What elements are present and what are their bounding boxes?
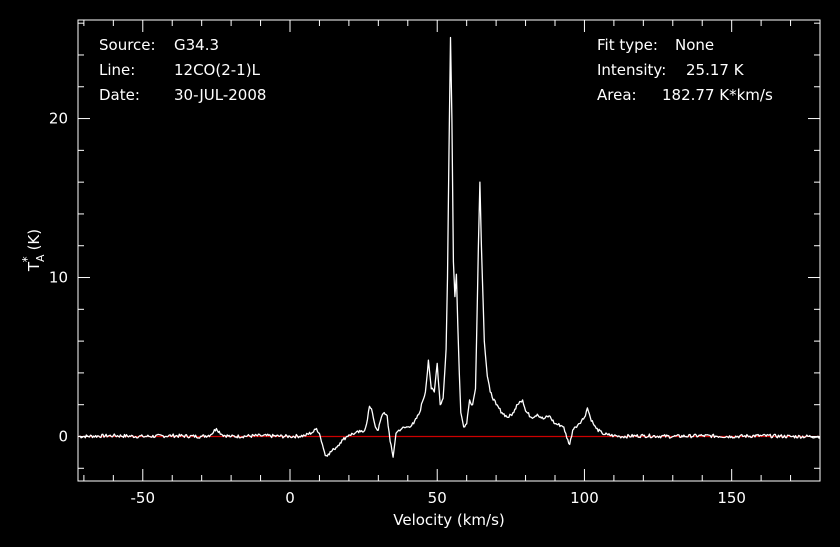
- fit-type-label: Fit type:: [597, 36, 658, 54]
- y-axis-label: TA* (K): [20, 229, 47, 272]
- source-label: Source:: [99, 36, 156, 54]
- y-axis-label-sub: A: [34, 254, 47, 262]
- y-tick-label: 10: [49, 269, 68, 287]
- area-value: 182.77 K*km/s: [662, 86, 773, 104]
- date-value: 30-JUL-2008: [174, 86, 266, 104]
- y-axis-ticks: 0 10 20: [49, 22, 820, 469]
- y-tick-label: 20: [49, 110, 68, 128]
- intensity-value: 25.17 K: [686, 61, 745, 79]
- x-tick-label: 50: [428, 489, 447, 507]
- y-axis-label-main: T: [25, 261, 43, 272]
- svg-text:TA*(K): TA* (K): [20, 229, 47, 272]
- y-axis-label-unit: (K): [25, 229, 43, 251]
- fit-type-value: None: [675, 36, 714, 54]
- y-axis-label-sup: *: [20, 256, 34, 262]
- intensity-label: Intensity:: [597, 61, 666, 79]
- date-label: Date:: [99, 86, 140, 104]
- x-tick-label: 100: [570, 489, 599, 507]
- y-tick-label: 0: [58, 427, 68, 445]
- line-label: Line:: [99, 61, 135, 79]
- x-tick-label: 150: [717, 489, 746, 507]
- x-axis-label: Velocity (km/s): [393, 511, 504, 529]
- x-axis-ticks: -50 0 50 100 150: [83, 20, 821, 507]
- x-tick-label: -50: [131, 489, 156, 507]
- area-label: Area:: [597, 86, 637, 104]
- plot-frame: [77, 19, 821, 482]
- x-tick-label: 0: [285, 489, 295, 507]
- spectrum-series-line: [78, 36, 820, 458]
- source-value: G34.3: [174, 36, 219, 54]
- line-value: 12CO(2-1)L: [174, 61, 261, 79]
